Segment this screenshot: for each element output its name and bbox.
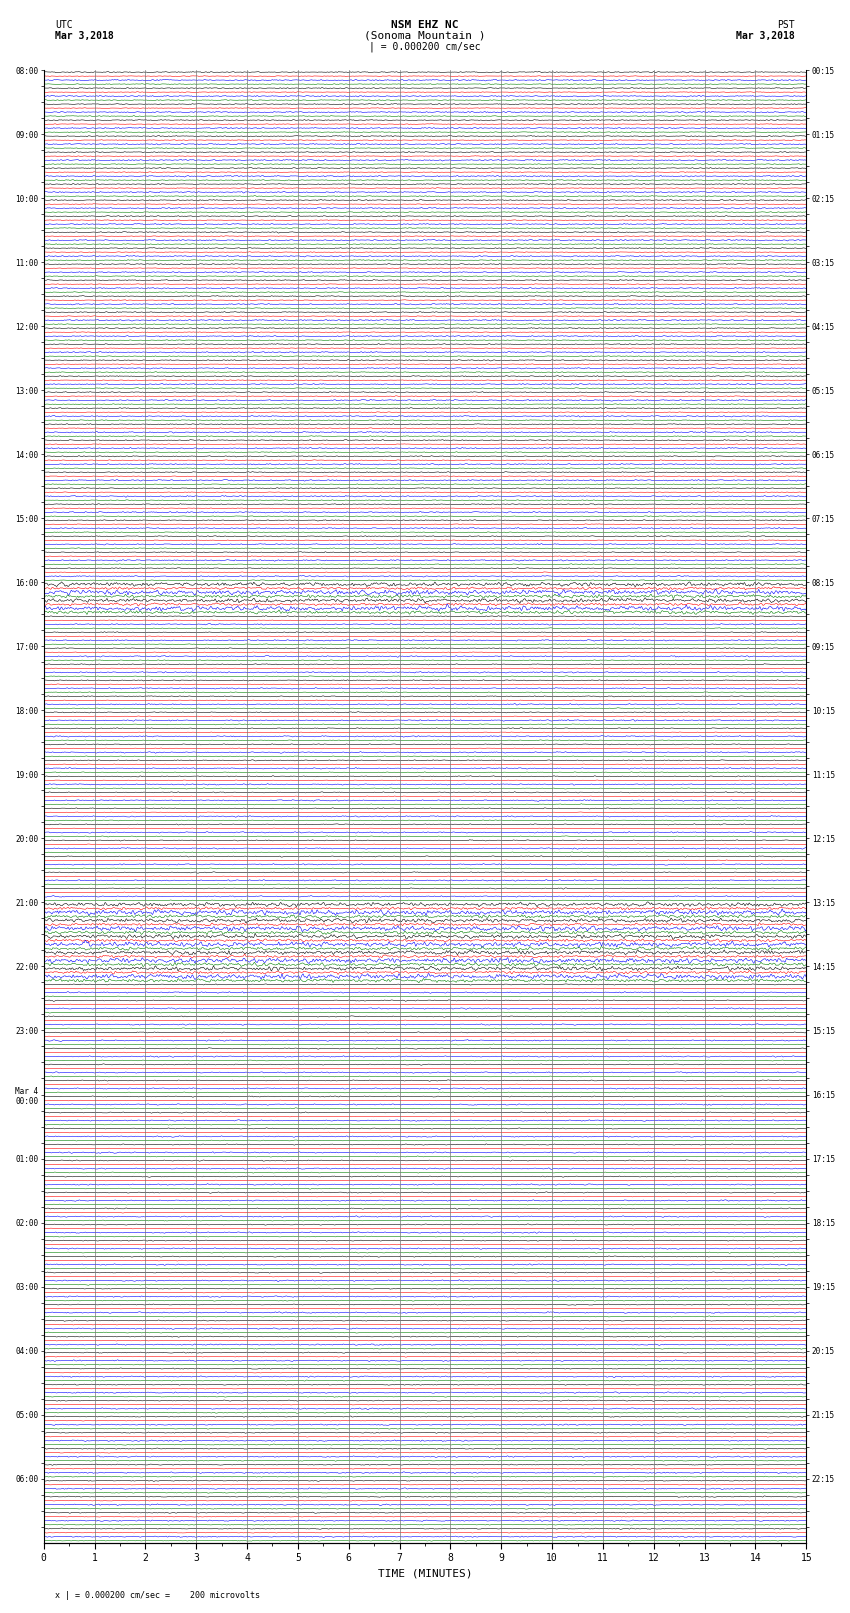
X-axis label: TIME (MINUTES): TIME (MINUTES) <box>377 1569 473 1579</box>
Text: PST: PST <box>777 19 795 31</box>
Text: NSM EHZ NC: NSM EHZ NC <box>391 19 459 31</box>
Text: UTC: UTC <box>55 19 73 31</box>
Text: x | = 0.000200 cm/sec =    200 microvolts: x | = 0.000200 cm/sec = 200 microvolts <box>55 1590 260 1600</box>
Text: Mar 3,2018: Mar 3,2018 <box>736 31 795 40</box>
Text: (Sonoma Mountain ): (Sonoma Mountain ) <box>365 31 485 40</box>
Text: | = 0.000200 cm/sec: | = 0.000200 cm/sec <box>369 42 481 53</box>
Text: Mar 3,2018: Mar 3,2018 <box>55 31 114 40</box>
